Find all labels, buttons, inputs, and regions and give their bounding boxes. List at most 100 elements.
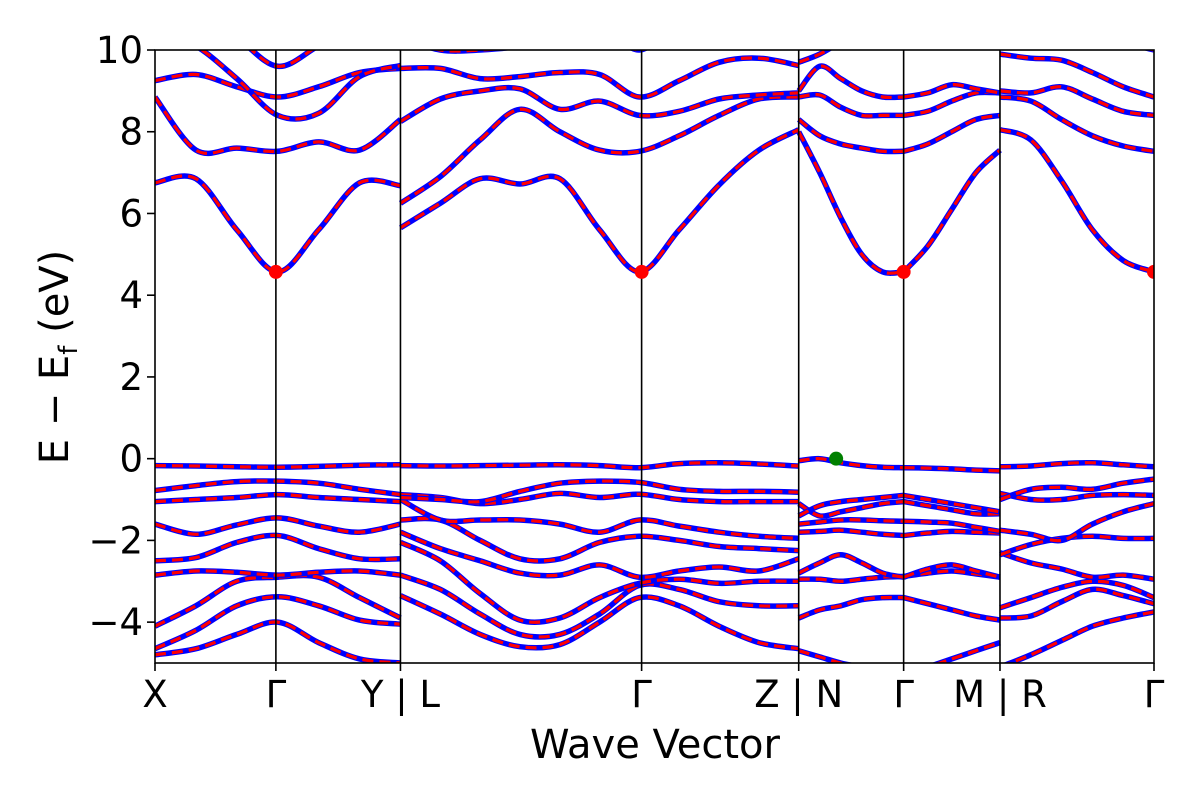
band-line-spin-up [999, 477, 1154, 502]
band-line-spin-down [428, 50, 649, 54]
band-line-spin-down [247, 50, 317, 70]
band-line-spin-up [903, 113, 1001, 153]
band-line-spin-up [399, 95, 799, 205]
band-line-spin-up [902, 148, 1002, 274]
band-line-spin-down [797, 50, 833, 65]
band-line-spin-up [797, 553, 904, 579]
x-axis-ticks: X Γ Y | L Γ Z | N Γ M | R Γ [142, 663, 1165, 716]
band-line-spin-down [902, 594, 1001, 623]
band-line-spin-up [155, 533, 401, 563]
band-line-spin-down [903, 492, 1001, 515]
band-line-spin-down [903, 528, 1001, 539]
band-line-spin-up [400, 479, 799, 504]
high-symmetry-lines [275, 50, 1001, 663]
band-line-spin-down [999, 586, 1154, 621]
band-line-spin-down [999, 578, 1154, 611]
y-axis-label-subscript: f [54, 345, 84, 355]
plot-frame [154, 49, 1155, 664]
x-axis-label: Wave Vector [530, 722, 781, 768]
band-line-spin-up [798, 649, 849, 663]
x-tick-label: Z | N [754, 673, 843, 716]
x-tick-label: Y | L [360, 673, 441, 716]
band-line-spin-up [798, 50, 831, 64]
x-tick-label: M | R [953, 673, 1047, 716]
band-line-spin-up [155, 66, 401, 99]
vbm-marker [829, 451, 844, 466]
band-line-spin-up [399, 498, 799, 540]
band-line-spin-up [155, 595, 401, 651]
band-line-spin-up [798, 595, 904, 620]
band-line-spin-up [999, 534, 1154, 557]
band-line-spin-down [904, 9, 1000, 38]
band-line-spin-up [399, 540, 799, 624]
band-line-spin-up [155, 479, 401, 497]
y-tick-label: 4 [119, 274, 143, 317]
band-line-spin-down [999, 127, 1154, 275]
cbm-marker [634, 264, 649, 279]
band-line-spin-down [197, 50, 402, 122]
band-line-spin-up [400, 516, 799, 563]
band-line-spin-up [1006, 610, 1154, 663]
cbm-marker [1147, 264, 1154, 279]
y-tick-label: 2 [119, 356, 143, 399]
band-line-spin-up [432, 50, 646, 53]
y-axis-label-main: E − E [32, 355, 78, 465]
band-line-spin-down [1142, 50, 1154, 53]
y-tick-label: 6 [119, 192, 143, 235]
y-axis-label: E − Ef (eV) [32, 250, 84, 465]
band-line-spin-down [999, 94, 1154, 155]
y-tick-label: 8 [119, 111, 143, 154]
y-tick-label: −2 [88, 519, 143, 562]
band-line-spin-up [155, 573, 402, 628]
cbm-marker [268, 264, 283, 279]
band-line-spin-up [999, 461, 1154, 469]
band-line-spin-up [249, 50, 315, 68]
band-line-spin-up [798, 92, 904, 118]
band-line-spin-up [399, 128, 800, 274]
x-tick-label: X [142, 673, 167, 716]
x-tick-label: Γ [631, 673, 652, 716]
band-line-spin-up [999, 85, 1154, 117]
band-line-spin-up [399, 86, 799, 123]
x-tick-label: Γ [893, 673, 914, 716]
band-line-spin-up [999, 551, 1154, 581]
band-line-spin-down [931, 639, 1001, 663]
band-line-spin-up [155, 569, 401, 577]
cbm-marker [896, 264, 911, 279]
band-line-spin-up [399, 530, 800, 579]
y-axis-ticks: 10 8 6 4 2 0 −2 −4 [88, 29, 155, 644]
band-line-spin-up [999, 491, 1154, 502]
band-line-spin-up [797, 118, 904, 154]
band-line-spin-up [399, 573, 799, 639]
band-line-spin-up [155, 174, 401, 274]
band-line-spin-down [903, 518, 1001, 535]
band-line-spin-up [400, 56, 800, 99]
band-line-spin-down [797, 594, 904, 621]
band-line-spin-up [798, 528, 904, 538]
y-tick-label: −4 [88, 601, 143, 644]
band-line-spin-up [797, 493, 904, 518]
band-line-spin-down [155, 173, 401, 275]
band-line-spin-down [903, 498, 1001, 517]
band-line-spin-up [798, 574, 904, 583]
band-line-spin-up [999, 128, 1154, 274]
band-line-spin-up [797, 130, 904, 275]
band-line-spin-up [798, 518, 904, 526]
band-line-spin-down [1002, 609, 1154, 663]
band-line-spin-up [797, 500, 904, 518]
band-line-spin-up [155, 96, 402, 155]
y-tick-label: 10 [96, 29, 143, 72]
band-line-spin-down [903, 81, 1001, 100]
band-line-spin-up [400, 461, 799, 470]
band-line-spin-down [155, 619, 401, 663]
band-line-spin-up [999, 95, 1154, 153]
bands-layer [155, 9, 1154, 663]
y-tick-label: 0 [119, 438, 143, 481]
band-line-spin-up [155, 463, 401, 469]
band-line-spin-up [903, 563, 1001, 579]
band-line-spin-up [399, 594, 799, 651]
band-edge-markers [268, 264, 1154, 466]
band-line-spin-down [999, 550, 1154, 582]
band-line-spin-up [1147, 50, 1154, 52]
